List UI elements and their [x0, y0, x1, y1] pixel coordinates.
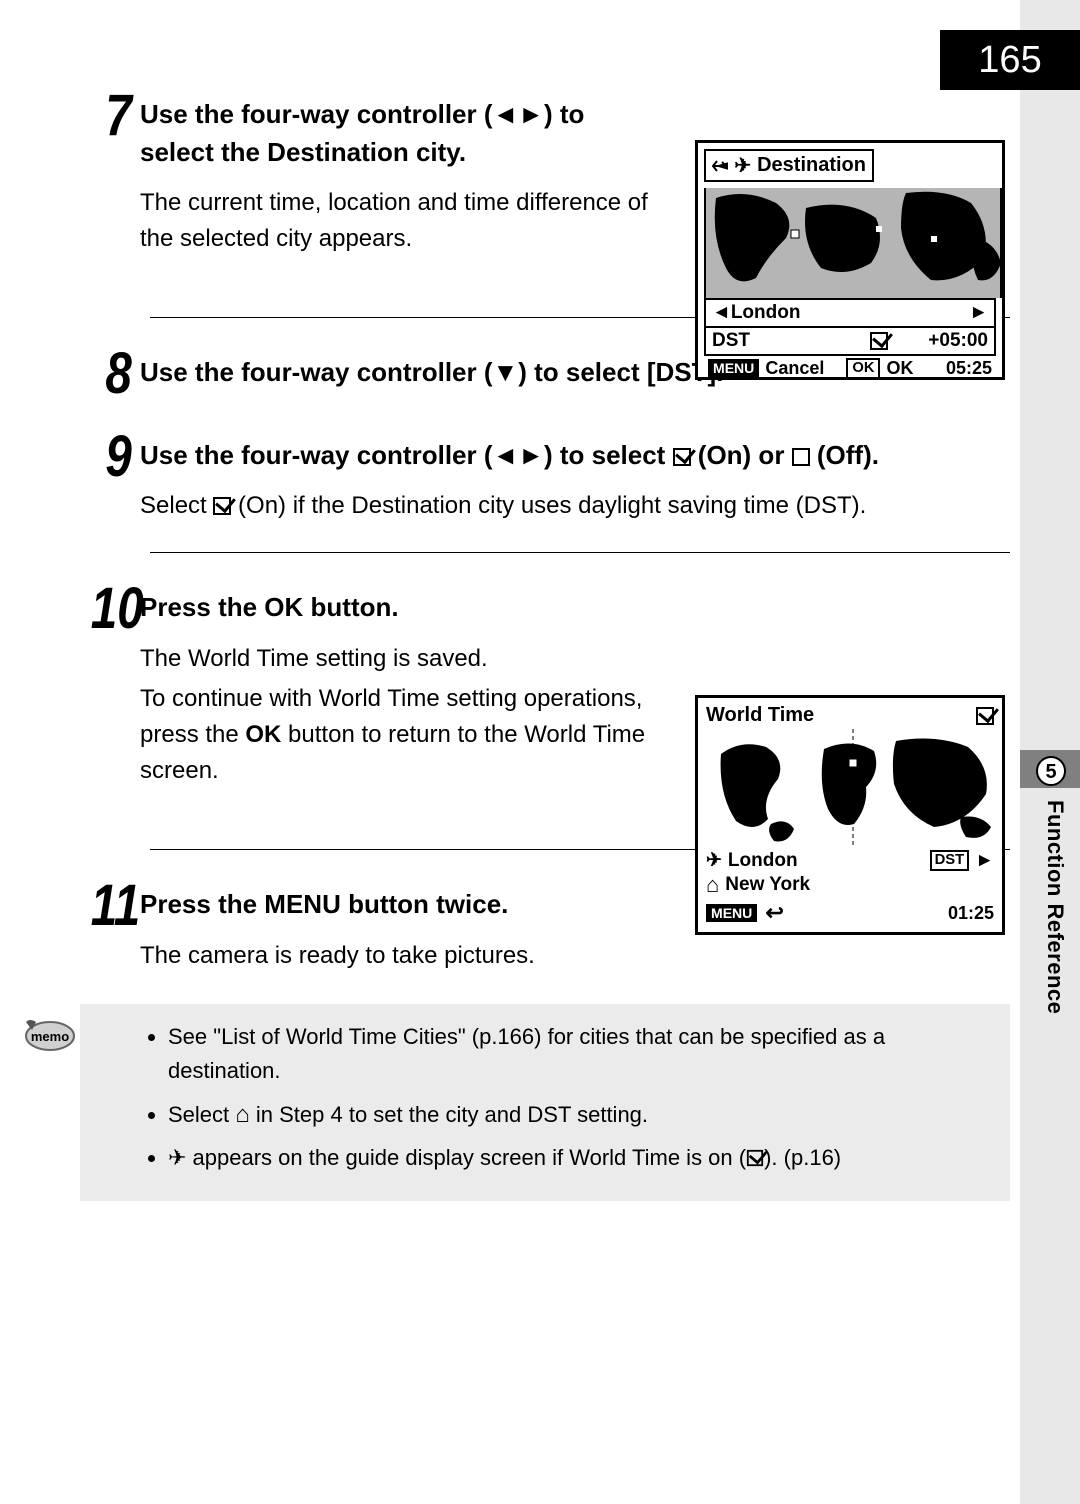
dst-label: DST [712, 330, 750, 352]
memo-item: ✈ appears on the guide display screen if… [168, 1141, 990, 1175]
time-offset: +05:00 [928, 330, 988, 352]
checkbox-on-icon [747, 1150, 763, 1166]
section-number: 5 [1036, 756, 1066, 786]
plane-icon [712, 158, 728, 174]
checkbox-on-icon [976, 707, 994, 725]
destination-map [704, 188, 1002, 298]
text: Select [168, 1102, 235, 1127]
memo-box: memo See "List of World Time Cities" (p.… [80, 1004, 1010, 1201]
right-arrow-icon: ► [969, 302, 988, 324]
ok-label: OK [245, 721, 281, 748]
right-arrow-icon: ► [975, 850, 994, 872]
step-number: 10 [91, 583, 140, 635]
ok-label: OK [886, 358, 913, 379]
step-number: 9 [91, 431, 140, 483]
cancel-label: Cancel [765, 358, 824, 379]
worldtime-lcd: World Time ✈ London DST ► [695, 695, 1005, 935]
text: (On) if the Destination city uses daylig… [231, 492, 866, 519]
text: Use the four-way controller ( [140, 99, 493, 129]
manual-page: 165 5 Function Reference 7 Use the four-… [0, 0, 1080, 1504]
step-body: The current time, location and time diff… [140, 185, 650, 257]
text: ). (p.16) [764, 1145, 841, 1170]
text: Use the four-way controller ( [140, 440, 493, 470]
checkbox-on-icon [213, 497, 231, 515]
text: ) to select [DST]. [518, 357, 723, 387]
text: Use the four-way controller ( [140, 357, 493, 387]
step-body: The World Time setting is saved. [140, 641, 650, 677]
lcd-title: World Time [706, 704, 814, 727]
home-icon: ⌂ [706, 872, 719, 898]
step-body: The camera is ready to take pictures. [140, 938, 1040, 974]
text: (On) or [691, 440, 792, 470]
home-icon: ⌂ [235, 1101, 250, 1128]
return-icon: ↩ [765, 900, 783, 926]
lcd-city: London [731, 302, 801, 324]
time-value: 01:25 [948, 903, 994, 924]
page-number: 165 [940, 30, 1080, 90]
memo-item: See "List of World Time Cities" (p.166) … [168, 1020, 990, 1088]
worldtime-map [706, 729, 1000, 847]
text: button twice. [341, 889, 509, 919]
step-number: 11 [91, 880, 140, 932]
step-title: Use the four-way controller (◄►) to sele… [140, 96, 650, 171]
down-arrow-icon: ▼ [493, 357, 519, 387]
time-value: 05:25 [946, 358, 992, 379]
text: button. [303, 592, 398, 622]
section-label: Function Reference [1042, 800, 1068, 1014]
text: appears on the guide display screen if W… [186, 1145, 746, 1170]
svg-text:memo: memo [31, 1029, 69, 1044]
step-title: Use the four-way controller (◄►) to sele… [140, 437, 1040, 475]
lcd-title: Destination [757, 154, 866, 177]
memo-item: Select ⌂ in Step 4 to set the city and D… [168, 1096, 990, 1133]
checkbox-on-icon [673, 448, 691, 466]
ok-box: OK [846, 358, 880, 379]
plane-icon: ✈ [706, 849, 722, 872]
right-arrow-icon: ► [518, 99, 544, 129]
menu-label: MENU [264, 889, 341, 919]
text: Press the [140, 889, 264, 919]
left-arrow-icon: ◄ [493, 440, 519, 470]
right-arrow-icon: ► [518, 440, 544, 470]
memo-icon: memo [20, 1014, 76, 1064]
step-body: Select (On) if the Destination city uses… [140, 488, 1040, 524]
step-9: 9 Use the four-way controller (◄►) to se… [80, 431, 1040, 525]
checkbox-on-icon [870, 332, 888, 350]
destination-lcd: ✈ Destination ◄ London ► DST [695, 140, 1005, 380]
menu-button-label: MENU [708, 359, 759, 377]
step-body: To continue with World Time setting oper… [140, 681, 650, 789]
ok-label: OK [264, 592, 303, 622]
step-title: Press the OK button. [140, 589, 650, 627]
dst-badge: DST [930, 850, 970, 870]
content-area: 7 Use the four-way controller (◄►) to se… [80, 90, 1040, 974]
menu-button-label: MENU [706, 904, 757, 922]
text: in Step 4 to set the city and DST settin… [250, 1102, 648, 1127]
text: Press the [140, 592, 264, 622]
home-city: New York [725, 874, 810, 896]
checkbox-off-icon [792, 448, 810, 466]
text: ) to select [544, 440, 673, 470]
left-arrow-icon: ◄ [493, 99, 519, 129]
dest-city: London [728, 850, 798, 872]
divider [150, 552, 1010, 553]
text: Select [140, 492, 213, 519]
plane-icon: ✈ [168, 1145, 186, 1170]
step-number: 8 [91, 348, 140, 400]
step-number: 7 [91, 90, 140, 142]
text: (Off). [810, 440, 879, 470]
left-arrow-icon: ◄ [712, 302, 731, 324]
